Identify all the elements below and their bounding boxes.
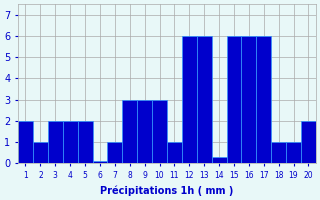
Bar: [241, 36, 256, 163]
Bar: [256, 36, 271, 163]
Bar: [48, 121, 63, 163]
Bar: [271, 142, 286, 163]
Bar: [78, 121, 92, 163]
Bar: [301, 121, 316, 163]
Bar: [182, 36, 197, 163]
Bar: [152, 100, 167, 163]
Bar: [108, 142, 122, 163]
X-axis label: Précipitations 1h ( mm ): Précipitations 1h ( mm ): [100, 185, 234, 196]
Bar: [33, 142, 48, 163]
Bar: [18, 121, 33, 163]
Bar: [137, 100, 152, 163]
Bar: [92, 161, 108, 163]
Bar: [212, 157, 227, 163]
Bar: [167, 142, 182, 163]
Bar: [286, 142, 301, 163]
Bar: [227, 36, 241, 163]
Bar: [63, 121, 78, 163]
Bar: [122, 100, 137, 163]
Bar: [197, 36, 212, 163]
